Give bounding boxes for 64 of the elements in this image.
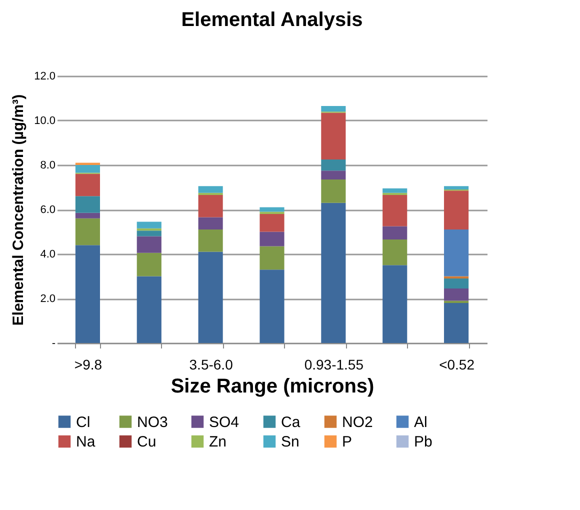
legend-label: Al (414, 414, 428, 431)
legend-label: P (342, 434, 352, 450)
legend-label: Ca (281, 414, 301, 431)
bar (444, 278, 469, 288)
x-axis-title: Size Range (microns) (170, 376, 374, 398)
bar (136, 252, 162, 276)
bar (321, 170, 346, 180)
legend-label: NO2 (342, 414, 373, 431)
x-tick-label: >9.8 (74, 356, 102, 372)
bar (321, 106, 346, 112)
bar (382, 195, 408, 226)
bar (198, 195, 223, 218)
bar (198, 252, 223, 343)
bar (75, 245, 100, 343)
bar (75, 165, 100, 173)
bar (444, 288, 469, 301)
legend-label: Sn (281, 434, 300, 450)
bar (444, 230, 469, 276)
bar (136, 222, 162, 228)
y-tick-label: 4.0 (40, 248, 56, 260)
bar (382, 240, 408, 266)
legend-label: Cl (76, 414, 90, 431)
legend-label: Na (76, 434, 96, 450)
legend-label: Pb (414, 434, 432, 450)
bar (260, 246, 284, 270)
bar (260, 207, 284, 212)
bar (321, 202, 346, 343)
bar (136, 276, 162, 343)
legend-label: Cu (137, 434, 156, 450)
bar (75, 196, 100, 213)
bar (136, 230, 162, 236)
legend-label: NO3 (137, 414, 168, 431)
bar (198, 230, 223, 252)
y-tick-label: 8.0 (40, 160, 56, 172)
bar (321, 112, 346, 160)
y-tick-label: 2.0 (40, 293, 56, 305)
legend-label: Zn (209, 434, 227, 450)
x-tick-label: <0.52 (439, 356, 475, 372)
y-tick-label: 10.0 (34, 115, 56, 127)
y-tick-label: 6.0 (40, 204, 56, 216)
bar (444, 186, 469, 190)
bar (444, 190, 469, 230)
legend-label: SO4 (209, 414, 240, 431)
bar (260, 270, 284, 343)
bar (321, 179, 346, 203)
bar (382, 226, 408, 240)
bar (444, 302, 469, 343)
bar (321, 159, 346, 171)
bar (75, 218, 100, 246)
bar (136, 236, 162, 253)
y-tick-label: - (52, 338, 56, 350)
bar (382, 188, 408, 193)
bar (198, 217, 223, 230)
bar (260, 232, 284, 246)
x-tick-label: 3.5-6.0 (189, 356, 234, 372)
y-tick-label: 12.0 (34, 70, 56, 82)
y-axis-title: Elemental Concentration (µg/m³) (10, 94, 28, 326)
bar (75, 174, 100, 196)
chart-title: Elemental Analysis (181, 9, 363, 31)
bar (260, 214, 284, 232)
bar (382, 265, 408, 343)
x-tick-label: 0.93-1.55 (304, 356, 364, 372)
bar (198, 186, 223, 193)
bar (75, 212, 100, 218)
